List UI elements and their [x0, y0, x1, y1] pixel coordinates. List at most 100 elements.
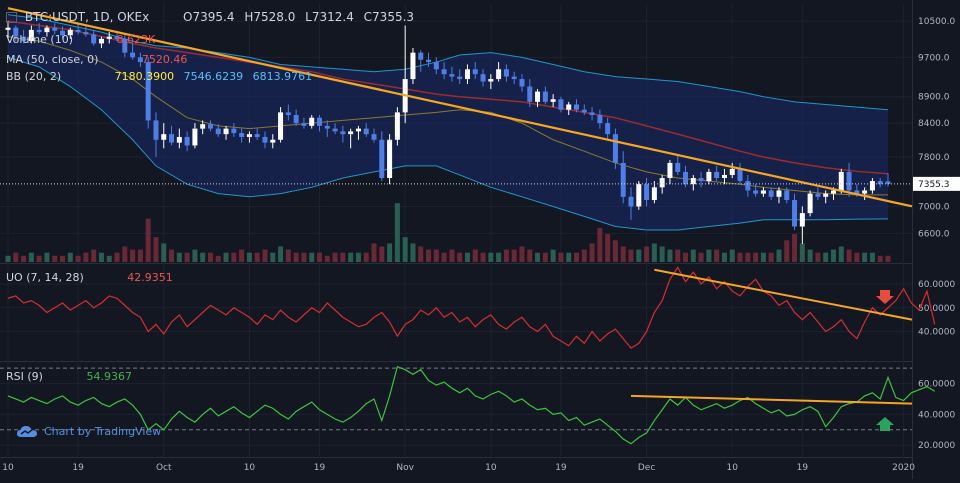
- candle-body: [535, 91, 541, 102]
- volume-bar: [433, 249, 439, 262]
- tradingview-watermark[interactable]: Chart by TradingView: [16, 424, 161, 438]
- volume-bar: [511, 249, 517, 262]
- candle-body: [231, 128, 237, 134]
- uo-label: UO (7, 14, 28): [6, 271, 84, 284]
- volume-bar: [410, 243, 416, 262]
- volume-bar: [698, 252, 704, 262]
- candle-body: [52, 27, 58, 31]
- candle-body: [433, 62, 439, 70]
- candle-body: [207, 124, 213, 129]
- volume-bar: [223, 252, 229, 262]
- candle-body: [472, 69, 478, 75]
- volume-bar: [192, 249, 198, 262]
- volume-bar: [838, 246, 844, 262]
- ohlc-low: L7312.4: [305, 10, 354, 24]
- candle-body: [355, 128, 361, 132]
- candle-body: [605, 123, 611, 135]
- volume-bar: [729, 249, 735, 262]
- candle-body: [721, 174, 727, 179]
- y-tick-label: 20.0000: [918, 441, 955, 451]
- candle-body: [776, 190, 782, 197]
- uo-legend[interactable]: UO (7, 14, 28) 42.9351: [6, 271, 173, 284]
- volume-bar: [464, 252, 470, 262]
- candle-body: [877, 181, 883, 185]
- candle-body: [293, 115, 299, 124]
- rsi-legend[interactable]: RSI (9) 54.9367: [6, 370, 132, 383]
- volume-bar: [60, 255, 66, 262]
- rsi-trendline: [630, 394, 913, 405]
- volume-bar: [114, 252, 120, 262]
- candle-body: [753, 190, 759, 194]
- candle-body: [176, 136, 182, 143]
- candle-body: [768, 190, 774, 197]
- y-tick-label: 10500.0: [918, 17, 955, 27]
- candle-body: [784, 190, 790, 201]
- candle-body: [285, 112, 291, 116]
- volume-bar: [83, 252, 89, 262]
- volume-bar: [278, 246, 284, 262]
- volume-bar: [885, 255, 891, 262]
- volume-bar: [13, 252, 19, 262]
- volume-bar: [737, 252, 743, 262]
- volume-bar: [137, 249, 143, 262]
- candle-body: [137, 57, 143, 63]
- volume-bar: [612, 240, 618, 262]
- volume-bar: [231, 252, 237, 262]
- x-tick-label: Dec: [638, 463, 655, 473]
- pane-bg-1: [0, 265, 912, 360]
- volume-bar: [675, 249, 681, 262]
- volume-bar: [535, 252, 541, 262]
- candle-body: [410, 52, 416, 80]
- volume-bar: [239, 249, 245, 262]
- y-tick-label: 60.0000: [918, 280, 955, 290]
- candle-body: [620, 162, 626, 197]
- volume-bar: [519, 246, 525, 262]
- candle-body: [192, 128, 198, 146]
- volume-bar: [753, 252, 759, 262]
- collapse-icon[interactable]: [6, 12, 17, 23]
- volume-bar: [768, 252, 774, 262]
- candle-body: [130, 52, 136, 58]
- candle-body: [426, 59, 432, 63]
- candle-body: [511, 76, 517, 80]
- candle-body: [714, 171, 720, 179]
- volume-bar: [246, 252, 252, 262]
- candle-body: [36, 29, 42, 33]
- volume-bar: [5, 255, 11, 262]
- ohlc-high: H7528.0: [244, 10, 296, 24]
- candle-body: [628, 196, 634, 207]
- candle-body: [675, 162, 681, 172]
- candle-body: [737, 168, 743, 182]
- bb-lower-line: [7, 56, 889, 231]
- volume-bar: [846, 249, 852, 262]
- volume-bar: [636, 249, 642, 262]
- x-tick-label: 10: [727, 463, 739, 473]
- candle-body: [83, 32, 89, 35]
- candle-body: [683, 171, 689, 185]
- candle-body: [846, 171, 852, 191]
- volume-bar: [441, 252, 447, 262]
- volume-bar: [830, 249, 836, 262]
- candle-body: [729, 168, 735, 175]
- x-tick-label: 10: [485, 463, 497, 473]
- volume-label: Volume (10): [6, 33, 73, 46]
- candle-body: [122, 38, 128, 53]
- candle-body: [324, 125, 330, 129]
- volume-bar: [161, 243, 167, 262]
- ma-legend[interactable]: MA (50, close, 0) 7520.46: [6, 53, 187, 66]
- up-arrow-icon: [876, 417, 894, 431]
- candle-body: [589, 112, 595, 116]
- volume-legend[interactable]: Volume (10) 8.623K: [6, 33, 155, 46]
- ma-value: 7520.46: [141, 53, 188, 66]
- volume-bar: [869, 252, 875, 262]
- candle-body: [239, 133, 245, 137]
- volume-bar: [745, 252, 751, 262]
- candle-body: [644, 184, 650, 201]
- bb-legend[interactable]: BB (20, 2) 7180.3900 7546.6239 6813.9761: [6, 70, 312, 83]
- y-tick-label: 9700.0: [918, 53, 950, 63]
- candle-body: [21, 36, 27, 42]
- volume-bar: [52, 255, 58, 262]
- x-tick-label: Oct: [156, 463, 172, 473]
